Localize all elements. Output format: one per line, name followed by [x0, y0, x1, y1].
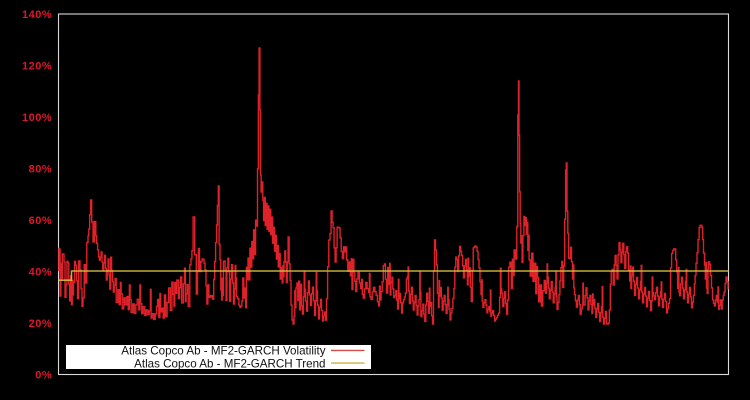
svg-text:0%: 0%	[35, 369, 52, 381]
svg-text:100%: 100%	[22, 112, 52, 124]
svg-text:40%: 40%	[29, 266, 53, 278]
svg-text:Atlas Copco Ab - MF2-GARCH Vol: Atlas Copco Ab - MF2-GARCH Volatility	[121, 345, 325, 358]
svg-text:Atlas Copco Ab - MF2-GARCH Tre: Atlas Copco Ab - MF2-GARCH Trend	[134, 357, 325, 370]
svg-text:120%: 120%	[22, 60, 52, 72]
svg-text:60%: 60%	[29, 215, 53, 227]
svg-text:140%: 140%	[22, 9, 52, 21]
svg-text:20%: 20%	[29, 318, 53, 330]
svg-text:80%: 80%	[29, 163, 53, 175]
